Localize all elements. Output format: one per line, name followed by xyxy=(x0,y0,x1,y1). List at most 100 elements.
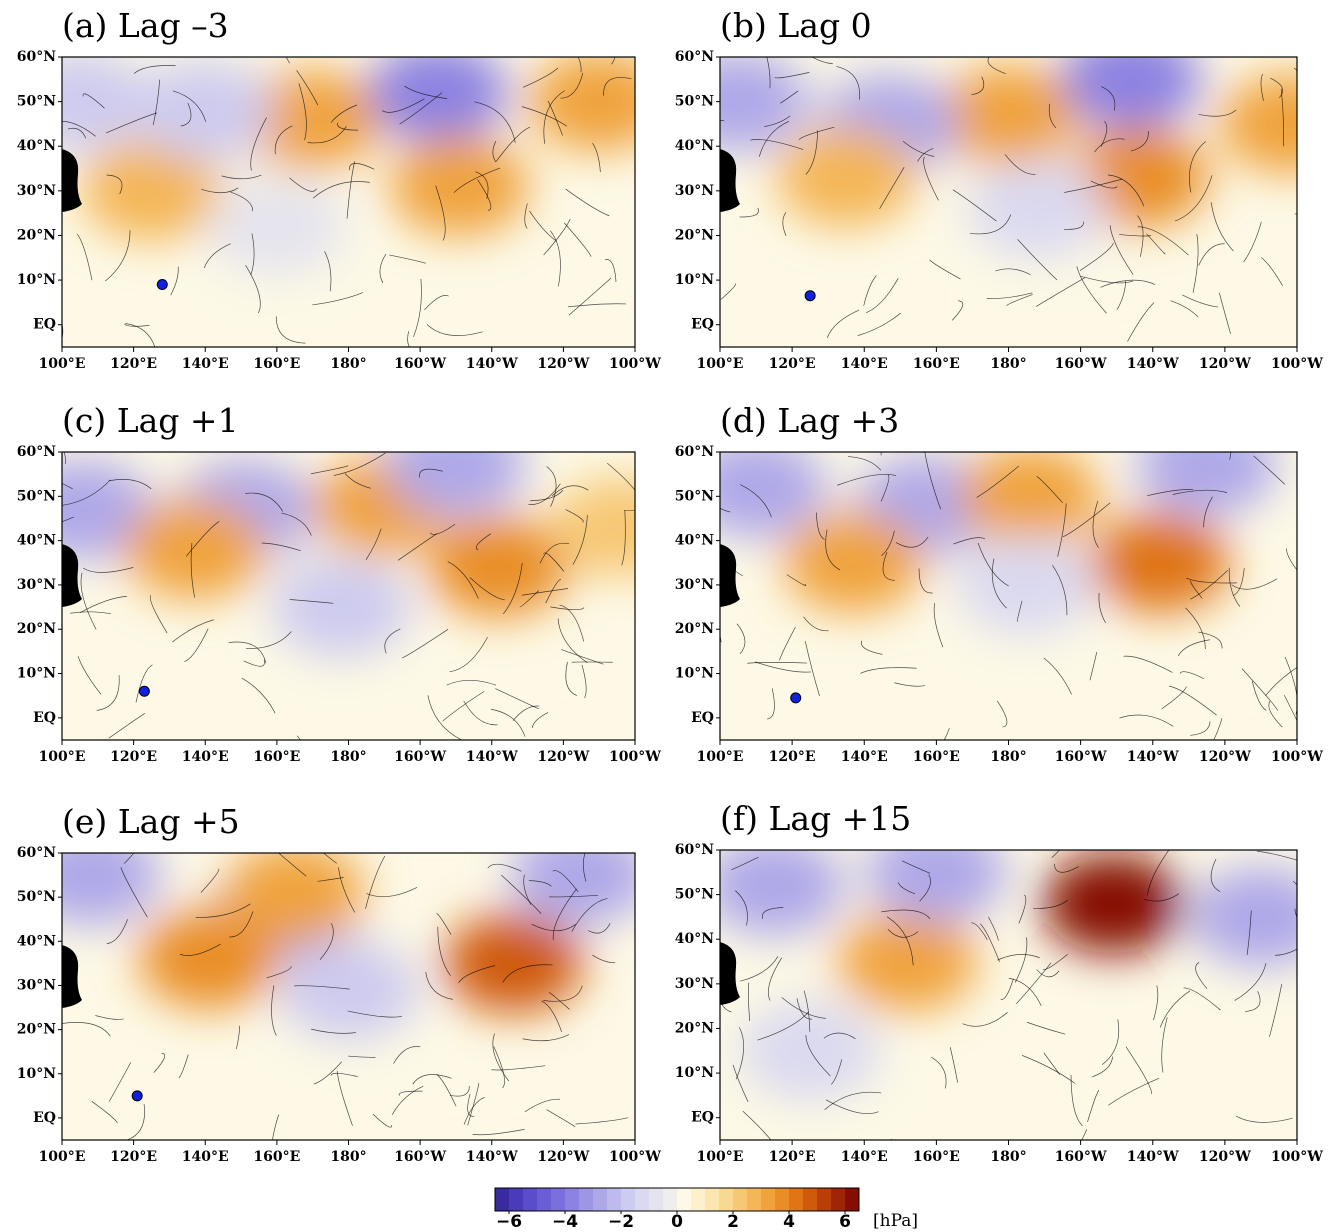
streamline xyxy=(487,863,522,872)
streamline xyxy=(623,509,635,512)
pressure-anomaly xyxy=(81,140,222,241)
streamline xyxy=(1235,1115,1293,1123)
x-tick-label: 100°E xyxy=(697,356,744,372)
anomaly-field xyxy=(720,57,1297,259)
streamline xyxy=(1036,969,1060,978)
streamline xyxy=(825,529,841,571)
y-tick-label: 10°N xyxy=(17,272,56,288)
x-tick-label: 100°W xyxy=(609,1149,661,1165)
streamline xyxy=(313,1061,343,1085)
streamline xyxy=(469,577,505,601)
streamline xyxy=(221,174,262,180)
y-tick-label: 40°N xyxy=(675,533,714,549)
streamline xyxy=(782,212,787,236)
streamline xyxy=(880,474,890,502)
streamline xyxy=(1109,225,1134,275)
x-tick-label: 100°W xyxy=(1271,749,1323,765)
streamline xyxy=(1192,234,1199,293)
streamline xyxy=(531,712,549,728)
y-tick-label: 40°N xyxy=(17,533,56,549)
streamline xyxy=(62,120,96,137)
pressure-anomaly xyxy=(138,908,279,1009)
streamline xyxy=(1026,1021,1066,1035)
x-tick-label: 120°W xyxy=(537,356,589,372)
anomaly-field xyxy=(62,853,635,1040)
streamline xyxy=(1246,910,1252,956)
x-tick-label: 180° xyxy=(990,356,1026,372)
streamline xyxy=(519,590,539,608)
streamline xyxy=(951,300,964,321)
streamline xyxy=(413,278,422,338)
streamline xyxy=(557,618,588,664)
streamline xyxy=(446,679,497,686)
pressure-anomaly xyxy=(720,57,809,152)
streamline xyxy=(929,259,961,280)
streamline xyxy=(547,100,563,136)
x-tick-label: 140°W xyxy=(466,1149,518,1165)
streamline xyxy=(568,277,612,316)
colorbar-cell xyxy=(747,1188,762,1211)
streamline xyxy=(275,316,306,344)
streamline xyxy=(917,148,934,162)
streamline xyxy=(1004,154,1036,175)
panel-title: (a) Lag –3 xyxy=(62,6,229,45)
streamline xyxy=(881,530,895,557)
streamline xyxy=(1064,221,1084,230)
streamline xyxy=(720,983,732,1013)
streamline xyxy=(336,1070,353,1126)
y-tick-label: 30°N xyxy=(675,577,714,593)
anomaly-field xyxy=(62,57,635,277)
colorbar-cell xyxy=(817,1188,832,1211)
streamline xyxy=(739,207,759,218)
streamline xyxy=(474,101,516,143)
streamline xyxy=(549,894,599,898)
x-tick-label: 140°E xyxy=(182,1149,229,1165)
streamline xyxy=(135,664,153,703)
streamline xyxy=(747,982,751,1021)
streamline xyxy=(447,561,479,599)
streamline xyxy=(931,1056,947,1089)
streamline xyxy=(271,985,277,1036)
streamline xyxy=(1274,948,1297,956)
streamline xyxy=(133,65,176,74)
streamline xyxy=(720,283,737,300)
streamline xyxy=(754,661,812,673)
streamline xyxy=(407,331,410,347)
streamline xyxy=(458,965,496,984)
streamline xyxy=(804,641,820,697)
streamline xyxy=(105,112,158,134)
streamline xyxy=(528,483,561,505)
colorbar-cell xyxy=(579,1188,594,1211)
streamline xyxy=(826,309,860,339)
storm-position xyxy=(804,290,816,302)
y-tick-label: EQ xyxy=(691,1110,714,1126)
streamline xyxy=(365,855,386,909)
streamline xyxy=(495,688,539,710)
x-tick-label: 140°W xyxy=(466,356,518,372)
colorbar-cell xyxy=(803,1188,818,1211)
streamline xyxy=(898,882,916,895)
x-tick-label: 180° xyxy=(330,356,366,372)
streamline xyxy=(572,514,588,565)
map-panel xyxy=(62,853,635,1140)
pressure-anomaly xyxy=(511,853,635,926)
x-tick-label: 160°W xyxy=(1055,356,1107,372)
streamline xyxy=(607,462,635,491)
streamline xyxy=(1094,138,1125,153)
streamline xyxy=(419,468,443,478)
streamline xyxy=(1116,280,1127,310)
streamline xyxy=(475,533,492,551)
x-tick-label: 140°W xyxy=(1127,356,1179,372)
streamline xyxy=(344,473,371,489)
streamline xyxy=(1076,266,1107,314)
streamline xyxy=(172,90,207,122)
streamline xyxy=(1100,279,1156,288)
storm-position xyxy=(138,685,150,697)
x-tick-label: 160°E xyxy=(913,356,960,372)
streamline xyxy=(563,222,592,257)
x-tick-label: 180° xyxy=(990,749,1026,765)
streamline xyxy=(365,528,382,561)
pressure-anomaly xyxy=(1043,853,1184,954)
streamline xyxy=(62,1022,111,1037)
streamline xyxy=(847,456,882,471)
